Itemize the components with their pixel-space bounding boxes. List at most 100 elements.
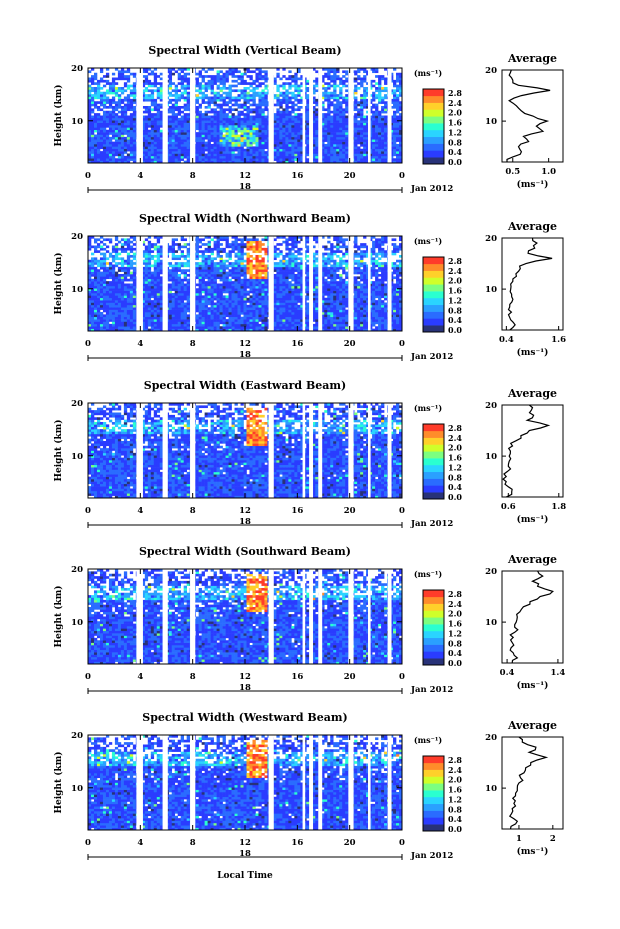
heatmap-cell — [291, 134, 295, 138]
heatmap-cell — [126, 87, 131, 90]
heatmap-cell — [288, 113, 292, 116]
heatmap-cell — [96, 328, 101, 332]
heatmap-cell — [255, 77, 259, 81]
heatmap-cell — [264, 134, 268, 138]
heatmap-cell — [276, 160, 280, 164]
heatmap-cell — [330, 115, 334, 119]
heatmap-cell — [126, 243, 131, 246]
heatmap-cell — [255, 139, 259, 142]
heatmap-cell — [354, 160, 358, 164]
heatmap-cell — [225, 125, 229, 128]
heatmap-cell — [210, 307, 214, 310]
heatmap-cell — [93, 307, 98, 310]
heatmap-cell — [126, 98, 131, 102]
heatmap-cell — [120, 155, 125, 159]
heatmap-cell — [204, 120, 208, 123]
heatmap-cell — [93, 285, 98, 289]
heatmap-cell — [114, 264, 119, 268]
heatmap-cell — [378, 79, 382, 83]
heatmap-cell — [339, 153, 343, 157]
heatmap-cell — [255, 72, 259, 76]
heatmap-cell — [210, 108, 214, 112]
heatmap-cell — [102, 281, 107, 284]
heatmap-cell — [315, 127, 319, 131]
heatmap-cell — [198, 271, 202, 275]
heatmap-cell — [342, 144, 346, 147]
heatmap-cell — [180, 300, 184, 303]
heatmap-cell — [372, 160, 376, 164]
heatmap-cell — [240, 151, 244, 154]
heatmap-cell — [90, 319, 95, 322]
heatmap-cell — [195, 276, 199, 280]
heatmap-cell — [183, 302, 187, 306]
heatmap-cell — [186, 302, 190, 306]
heatmap-cell — [384, 132, 388, 135]
heatmap-cell — [366, 120, 370, 123]
heatmap-cell — [174, 323, 179, 327]
heatmap-cell — [336, 115, 340, 119]
heatmap-cell — [207, 247, 211, 251]
heatmap-cell — [342, 148, 346, 152]
heatmap-cell — [366, 98, 370, 102]
heatmap-cell — [204, 309, 208, 313]
heatmap-cell — [228, 120, 232, 123]
heatmap-cell — [372, 113, 376, 116]
heatmap-cell — [207, 153, 211, 157]
heatmap-cell — [279, 141, 283, 145]
heatmap-cell — [159, 255, 164, 258]
heatmap-cell — [141, 312, 146, 315]
heatmap-cell — [153, 247, 158, 251]
heatmap-cell — [381, 87, 385, 90]
heatmap-cell — [198, 302, 202, 306]
heatmap-cell — [219, 98, 223, 102]
heatmap-cell — [144, 110, 149, 114]
heatmap-cell — [123, 75, 128, 78]
heatmap-cell — [120, 70, 125, 74]
heatmap-cell — [210, 158, 214, 161]
heatmap-cell — [114, 326, 119, 329]
heatmap-cell — [88, 283, 92, 287]
heatmap-cell — [153, 82, 158, 85]
heatmap-cell — [99, 160, 104, 164]
heatmap-cell — [108, 122, 113, 126]
heatmap-cell — [300, 129, 304, 133]
heatmap-cell — [126, 278, 131, 282]
heatmap-cell — [171, 297, 176, 301]
heatmap-cell — [390, 160, 394, 164]
heatmap-cell — [129, 91, 134, 95]
heatmap-cell — [363, 94, 367, 97]
heatmap-cell — [378, 129, 382, 133]
heatmap-cell — [204, 236, 208, 239]
heatmap-cell — [213, 302, 217, 306]
heatmap-cell — [150, 307, 155, 310]
heatmap-cell — [96, 84, 101, 88]
heatmap-cell — [147, 84, 152, 88]
heatmap-cell — [213, 141, 217, 145]
heatmap-cell — [132, 101, 137, 104]
heatmap-cell — [114, 87, 119, 90]
heatmap-cell — [177, 304, 181, 308]
heatmap-cell — [159, 160, 164, 164]
heatmap-cell — [123, 243, 128, 246]
heatmap-cell — [210, 328, 214, 332]
heatmap-cell — [132, 238, 137, 242]
heatmap-cell — [198, 283, 202, 287]
heatmap-cell — [300, 146, 304, 150]
heatmap-cell — [240, 139, 244, 142]
heatmap-cell — [258, 103, 262, 107]
heatmap-cell — [258, 136, 262, 140]
heatmap-cell — [219, 155, 223, 159]
heatmap-cell — [279, 144, 283, 147]
heatmap-cell — [174, 98, 179, 102]
heatmap-cell — [93, 257, 98, 261]
heatmap-cell — [114, 160, 119, 164]
heatmap-cell — [345, 103, 349, 107]
heatmap-cell — [147, 276, 152, 280]
heatmap-cell — [198, 127, 202, 131]
heatmap-cell — [147, 269, 152, 272]
heatmap-cell — [273, 94, 277, 97]
heatmap-cell — [177, 110, 181, 114]
heatmap-cell — [88, 276, 92, 280]
heatmap-cell — [171, 94, 176, 97]
heatmap-cell — [312, 127, 316, 131]
